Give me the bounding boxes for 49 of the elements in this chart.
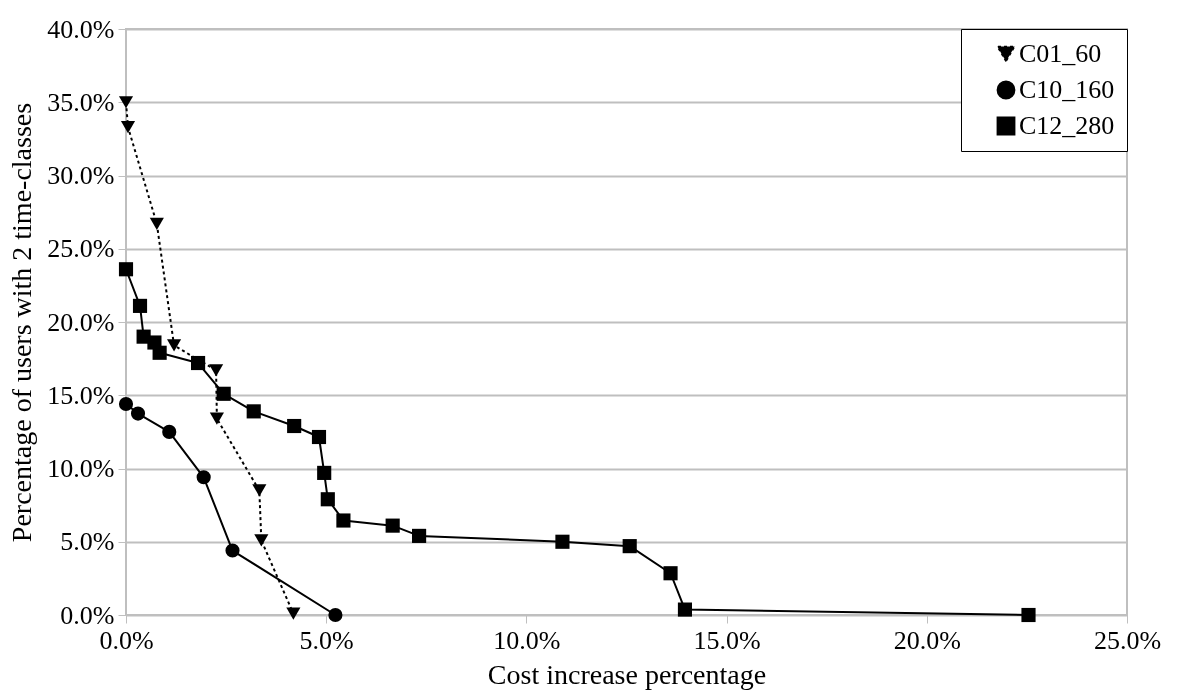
- point: [246, 404, 261, 419]
- x-tick-label: 20.0%: [893, 625, 961, 655]
- x-tick-label: 5.0%: [299, 625, 354, 655]
- legend-label: C12_280: [1019, 111, 1115, 140]
- point: [622, 539, 637, 554]
- point: [311, 429, 327, 445]
- legend-label: C01_60: [1019, 39, 1102, 68]
- point: [149, 217, 164, 230]
- point: [336, 513, 351, 528]
- point: [317, 465, 332, 480]
- point: [132, 298, 148, 313]
- point: [209, 364, 224, 377]
- point: [152, 345, 167, 360]
- y-tick-label: 30.0%: [47, 161, 115, 190]
- y-tick-label: 10.0%: [47, 454, 115, 483]
- y-tick-label: 35.0%: [47, 87, 115, 117]
- point: [254, 534, 269, 547]
- y-tick-label: 5.0%: [60, 527, 115, 557]
- y-tick-label: 20.0%: [47, 307, 115, 337]
- point: [320, 492, 335, 507]
- y-tick-label: 40.0%: [47, 14, 115, 44]
- point: [328, 607, 343, 623]
- point: [663, 566, 678, 581]
- x-tick-label: 10.0%: [493, 625, 561, 655]
- point: [1021, 607, 1036, 623]
- point: [287, 418, 302, 434]
- point: [196, 470, 211, 485]
- x-tick-label: 25.0%: [1093, 625, 1162, 655]
- point: [120, 121, 136, 134]
- point: [385, 518, 400, 533]
- point: [252, 484, 267, 497]
- point: [162, 424, 177, 439]
- point: [130, 406, 146, 421]
- point: [216, 386, 231, 401]
- point: [225, 543, 240, 558]
- y-tick-label: 15.0%: [47, 380, 115, 410]
- point: [286, 607, 301, 620]
- x-tick-label: 15.0%: [693, 625, 761, 655]
- point: [118, 262, 134, 277]
- point: [166, 339, 182, 352]
- point: [677, 602, 693, 617]
- y-axis-title: Percentage of users with 2 time-classes: [6, 102, 38, 543]
- point: [209, 412, 224, 425]
- point: [191, 355, 206, 371]
- point: [412, 528, 427, 543]
- x-axis-title: Cost increase percentage: [487, 658, 767, 690]
- y-tick-label: 25.0%: [47, 234, 115, 264]
- point: [555, 534, 570, 549]
- legend-label: C10_160: [1019, 75, 1115, 104]
